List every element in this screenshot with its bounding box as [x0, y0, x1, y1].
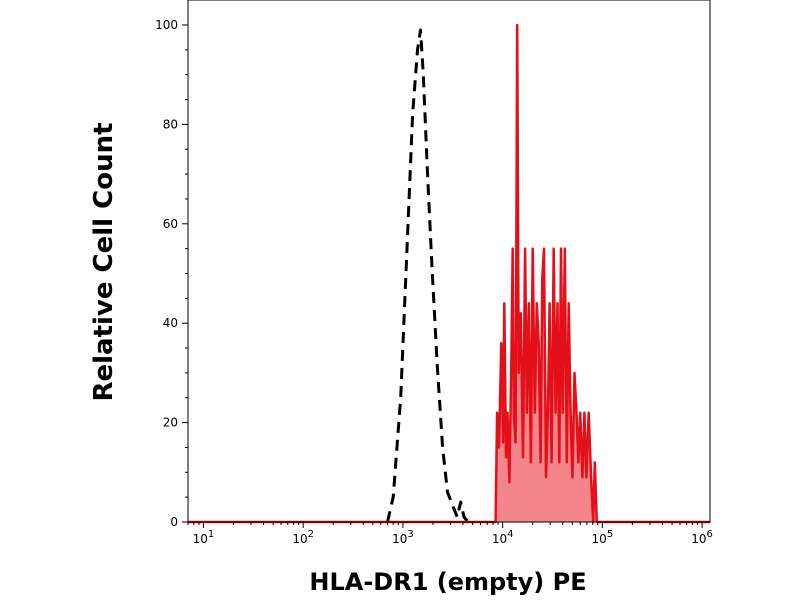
y-tick-label: 0 — [170, 515, 178, 529]
y-tick-label: 40 — [163, 316, 178, 330]
x-tick-label: 105 — [592, 529, 614, 546]
x-tick-label: 103 — [392, 529, 414, 546]
y-tick-label: 60 — [163, 217, 178, 231]
x-axis: 101 102 103 104 105 106 — [187, 522, 713, 546]
x-axis-title: HLA-DR1 (empty) PE — [309, 568, 586, 596]
y-axis: 0 20 40 60 80 100 — [155, 18, 188, 529]
series-2-fill — [188, 25, 710, 522]
x-tick-label: 104 — [492, 529, 514, 546]
plot-frame — [187, 0, 711, 523]
x-tick-label: 106 — [691, 529, 713, 546]
series-layer — [188, 23, 710, 524]
y-axis-title: Relative Cell Count — [89, 122, 119, 401]
x-tick-label: 102 — [292, 529, 314, 546]
y-tick-label: 20 — [163, 416, 178, 430]
y-tick-label: 100 — [155, 18, 178, 32]
y-tick-label: 80 — [163, 117, 178, 131]
series-1-line — [386, 28, 470, 523]
x-tick-label: 101 — [193, 529, 215, 546]
series-2-line — [188, 23, 710, 524]
